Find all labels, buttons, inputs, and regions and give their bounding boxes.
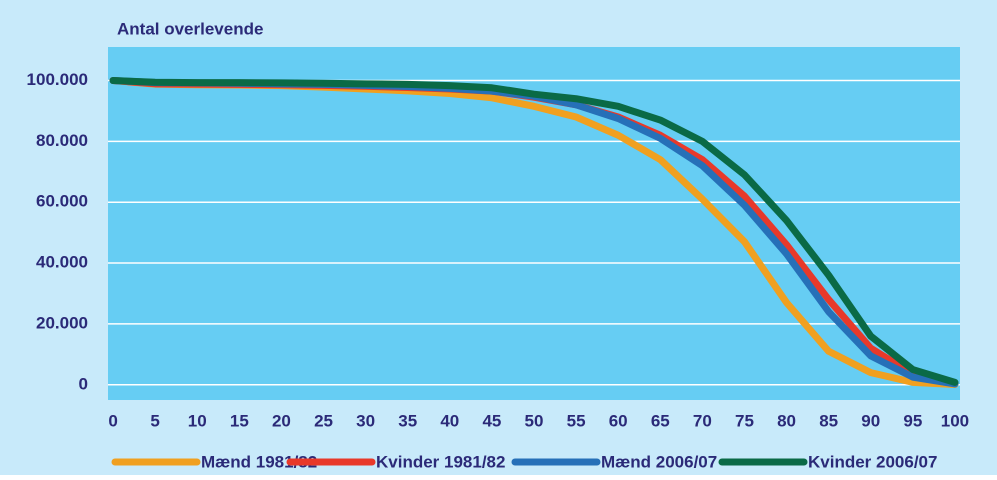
x-tick-label: 40 — [440, 411, 459, 430]
x-tick-label: 95 — [903, 411, 922, 430]
x-tick-label: 25 — [314, 411, 333, 430]
legend-label: Mænd 2006/07 — [601, 452, 717, 471]
x-tick-label: 100 — [941, 411, 969, 430]
x-tick-label: 65 — [651, 411, 670, 430]
x-tick-label: 85 — [819, 411, 838, 430]
x-tick-label: 20 — [272, 411, 291, 430]
x-tick-label: 35 — [398, 411, 417, 430]
x-tick-label: 75 — [735, 411, 754, 430]
y-tick-label: 100.000 — [27, 70, 88, 89]
y-tick-label: 40.000 — [36, 253, 88, 272]
x-tick-label: 55 — [567, 411, 586, 430]
legend-label: Kvinder 2006/07 — [808, 452, 937, 471]
legend-label: Kvinder 1981/82 — [376, 452, 505, 471]
x-tick-label: 10 — [188, 411, 207, 430]
x-tick-label: 90 — [861, 411, 880, 430]
x-tick-label: 50 — [525, 411, 544, 430]
x-tick-label: 70 — [693, 411, 712, 430]
y-tick-label: 20.000 — [36, 313, 88, 332]
x-tick-label: 80 — [777, 411, 796, 430]
y-tick-label: 60.000 — [36, 192, 88, 211]
x-tick-label: 15 — [230, 411, 249, 430]
x-tick-label: 45 — [482, 411, 501, 430]
chart-title: Antal overlevende — [117, 19, 263, 38]
x-tick-label: 30 — [356, 411, 375, 430]
x-tick-label: 60 — [609, 411, 628, 430]
y-tick-label: 80.000 — [36, 131, 88, 150]
x-tick-label: 5 — [150, 411, 159, 430]
x-tick-label: 0 — [108, 411, 117, 430]
legend-label: Mænd 1981/82 — [201, 452, 317, 471]
series-line — [109, 76, 959, 386]
y-tick-label: 0 — [79, 374, 88, 393]
